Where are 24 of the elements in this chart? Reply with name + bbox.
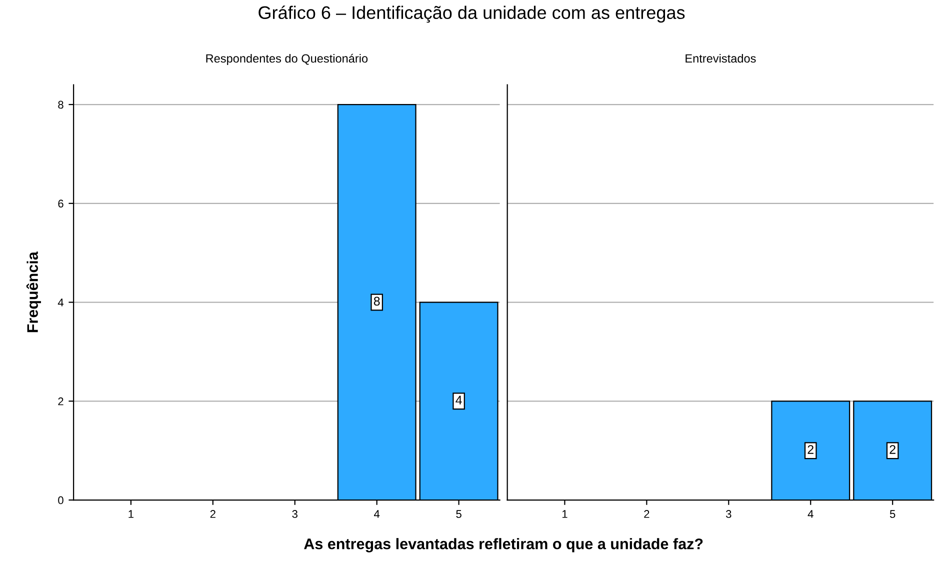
y-tick-label: 4	[58, 298, 64, 306]
x-tick-label: 5	[456, 510, 462, 518]
y-tick-label: 6	[58, 200, 64, 208]
x-tick-label: 2	[210, 510, 216, 518]
x-tick-label: 4	[808, 510, 814, 518]
text: Gráfico 6 – Identificação da unidade com as entregas	[258, 6, 685, 23]
chart-title: Respondentes do Questionário	[206, 54, 368, 65]
x-tick-label: 2	[644, 510, 650, 518]
x-tick-label: 1	[562, 510, 568, 518]
x-tick-label: 5	[890, 510, 896, 518]
x-tick-label: 4	[374, 510, 380, 518]
data-label: 2	[808, 445, 814, 454]
chart-title: Entrevistados	[686, 54, 756, 63]
y-axis-title: Frequência	[26, 252, 41, 332]
y-tick-label: 0	[58, 496, 64, 504]
x-tick-label: 3	[292, 510, 298, 518]
x-tick-label: 1	[128, 510, 134, 518]
data-label: 4	[456, 396, 462, 404]
x-axis-title: As entregas levantadas refletiram o que a unidade faz?	[304, 538, 703, 552]
x-tick-label: 3	[726, 510, 732, 518]
data-label: 8	[374, 296, 380, 306]
y-tick-label: 8	[58, 100, 64, 109]
data-label: 2	[890, 445, 896, 454]
y-tick-label: 2	[58, 397, 64, 406]
